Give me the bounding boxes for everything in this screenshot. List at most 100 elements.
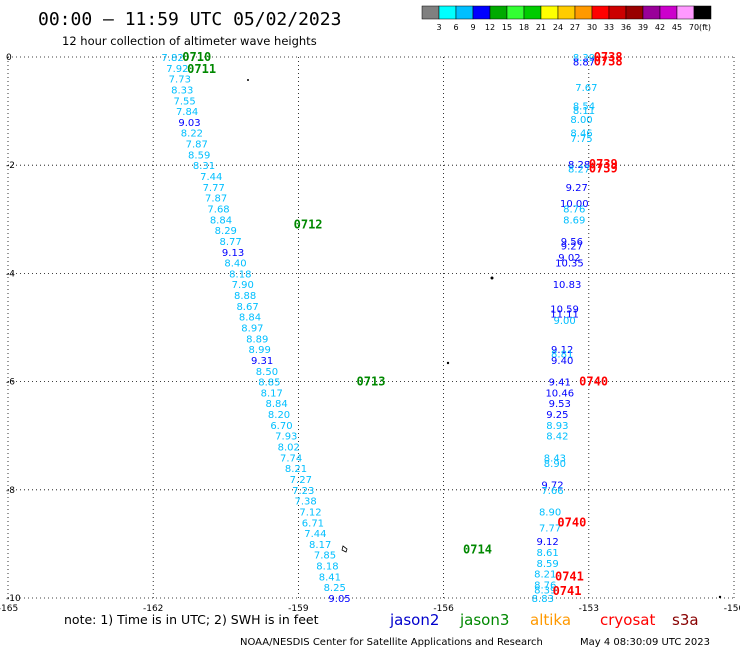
wave-height-value: 9.00 [553, 316, 575, 327]
chart-title: 00:00 – 11:59 UTC 05/02/2023 [38, 9, 341, 30]
wave-height-value: 8.77 [220, 237, 242, 248]
wave-height-value: 9.56 [561, 237, 583, 248]
colorbar-label: 36 [621, 23, 631, 32]
wave-height-value: 8.54 [573, 102, 595, 113]
pass-time-label: 0738 [594, 54, 623, 68]
wave-height-value: 8.97 [241, 324, 263, 335]
wave-height-value: 7.67 [575, 83, 597, 94]
colorbar-label: 24 [553, 23, 563, 32]
wave-height-value: 8.83 [532, 594, 554, 605]
pass-time-label: 0710 [182, 50, 211, 64]
wave-height-value: 9.25 [546, 410, 568, 421]
wave-height-value: 6.71 [302, 518, 324, 529]
colorbar-swatch [540, 5, 559, 20]
wave-height-value: 7.87 [186, 140, 208, 151]
y-tick-label: -4 [6, 269, 15, 279]
wave-height-value: 7.87 [205, 194, 227, 205]
colorbar-swatch [693, 5, 712, 20]
colorbar-swatch [591, 5, 610, 20]
wave-height-value: 7.74 [280, 453, 302, 464]
wave-height-value: 8.41 [319, 572, 341, 583]
x-tick-label: -150 [724, 604, 740, 614]
colorbar-label: 33 [604, 23, 614, 32]
colorbar-swatch [625, 5, 644, 20]
wave-height-value: 10.59 [550, 305, 579, 316]
y-tick-label: -8 [6, 486, 15, 496]
wave-height-value: 9.02 [558, 253, 580, 264]
wave-height-value: 7.27 [290, 475, 312, 486]
wave-height-value: 8.21 [285, 464, 307, 475]
colorbar-swatch [506, 5, 525, 20]
pass-time-label: 0711 [187, 62, 216, 76]
wave-height-value: 8.76 [534, 580, 556, 591]
wave-height-value: 7.77 [203, 183, 225, 194]
wave-height-value: 8.84 [239, 313, 261, 324]
wave-height-value: 8.43 [544, 453, 566, 464]
wave-height-value: 8.46 [570, 129, 592, 140]
island-shape [341, 545, 348, 553]
wave-height-value: 9.41 [549, 378, 571, 389]
swh-values: 7.827.927.738.337.557.849.038.227.878.59… [161, 53, 597, 605]
colorbar-label: 45 [672, 23, 682, 32]
wave-height-value: 7.66 [541, 486, 563, 497]
wave-height-value: 7.55 [174, 96, 196, 107]
colorbar-label: 30 [587, 23, 597, 32]
wave-height-value: 8.50 [256, 367, 278, 378]
wave-height-value: 7.44 [200, 172, 222, 183]
colorbar-swatch [489, 5, 508, 20]
wave-height-value: 9.40 [551, 356, 573, 367]
y-tick-label: -6 [6, 378, 15, 388]
footnote: note: 1) Time is in UTC; 2) SWH is in fe… [64, 612, 319, 627]
wave-height-value: 8.85 [258, 378, 280, 389]
island-dot [490, 276, 494, 280]
wave-height-value: 8.25 [324, 583, 346, 594]
colorbar-swatch [421, 5, 440, 20]
pass-time-label: 0741 [555, 569, 584, 583]
pass-time-label: 0740 [579, 375, 608, 389]
wave-height-value: 7.38 [295, 497, 317, 508]
colorbar-label: 27 [570, 23, 580, 32]
island-dot [446, 361, 450, 365]
wave-height-value: 8.17 [261, 388, 283, 399]
wave-height-value: 8.59 [188, 150, 210, 161]
wave-height-value: 10.46 [545, 388, 574, 399]
colorbar-label: 42 [655, 23, 665, 32]
colorbar-label: 18 [519, 23, 529, 32]
map-grid [7, 56, 735, 599]
wave-height-value: 8.81 [551, 349, 573, 360]
satellite-legend: jason2 jason3 altika cryosat s3a [389, 611, 699, 629]
wave-height-value: 8.31 [193, 161, 215, 172]
wave-height-value: 9.05 [328, 594, 350, 605]
wave-height-value: 8.29 [215, 226, 237, 237]
x-tick-label: -165 [0, 604, 18, 614]
wave-height-value: 8.27 [568, 164, 590, 175]
wave-height-value: 8.84 [210, 215, 232, 226]
wave-height-value: 8.88 [234, 291, 256, 302]
wave-height-value: 9.12 [551, 345, 573, 356]
colorbar-swatch [608, 5, 627, 20]
pass-time-label: 0741 [553, 584, 582, 598]
wave-height-value: 7.93 [275, 432, 297, 443]
island-markers [247, 79, 722, 599]
wave-height-value: 8.76 [563, 204, 585, 215]
pass-time-label: 0714 [463, 542, 492, 556]
wave-height-value: 8.40 [224, 259, 246, 270]
wave-height-value: 7.44 [304, 529, 326, 540]
wave-height-value: 8.02 [278, 443, 300, 454]
wave-height-value: 7.77 [539, 524, 561, 535]
colorbar-swatch [557, 5, 576, 20]
wave-height-value: 8.67 [236, 302, 258, 313]
colorbar-swatch [455, 5, 474, 20]
wave-height-value: 8.84 [265, 399, 287, 410]
wave-height-value: 9.13 [222, 248, 244, 259]
wave-height-value: 7.68 [207, 204, 229, 215]
colorbar-unit: (ft) [699, 23, 711, 32]
chart-subtitle: 12 hour collection of altimeter wave hei… [62, 34, 317, 48]
wave-height-value: 7.73 [169, 75, 191, 86]
island-dot [247, 79, 249, 81]
wave-height-value: 8.17 [309, 540, 331, 551]
colorbar-swatch [472, 5, 491, 20]
wave-height-value: 8.18 [229, 269, 251, 280]
y-tick-label: 0 [6, 53, 12, 63]
wave-height-value: 8.42 [546, 432, 568, 443]
